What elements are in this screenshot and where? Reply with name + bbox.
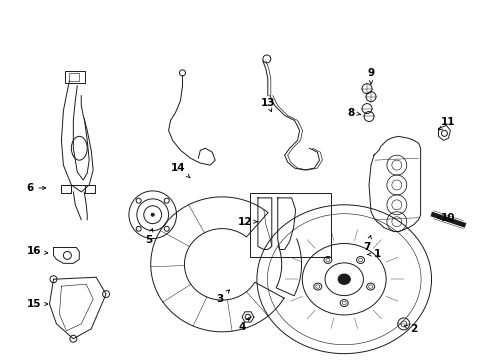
Ellipse shape [337,274,349,284]
Bar [61,185,71,193]
Text: 2: 2 [404,324,416,334]
Text: 6: 6 [26,183,46,193]
Text: 14: 14 [171,163,190,178]
Bar [69,73,79,81]
Text: 5: 5 [145,229,153,244]
Text: 9: 9 [366,68,374,84]
Text: 12: 12 [237,217,257,227]
Bar [249,193,331,257]
Text: 1: 1 [367,249,380,260]
Text: 3: 3 [216,290,229,304]
Text: 15: 15 [26,299,48,309]
Text: 10: 10 [437,213,455,223]
Text: 7: 7 [363,235,370,252]
Circle shape [151,213,154,216]
Bar [65,71,85,83]
Text: 16: 16 [26,247,48,256]
Text: 4: 4 [238,318,249,332]
Text: 13: 13 [260,98,275,112]
Text: 11: 11 [438,117,455,130]
Bar [85,185,95,193]
Text: 8: 8 [347,108,360,117]
